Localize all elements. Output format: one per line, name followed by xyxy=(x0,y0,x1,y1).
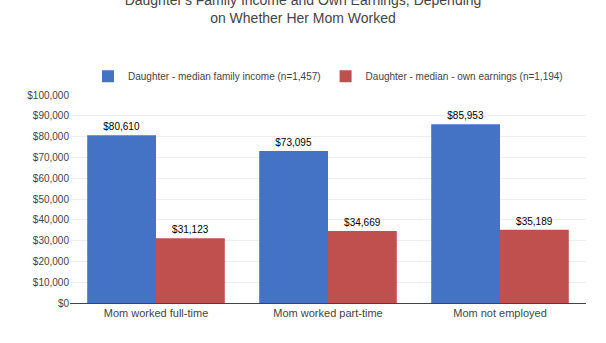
svg-text:$73,095: $73,095 xyxy=(275,137,312,148)
svg-text:$60,000: $60,000 xyxy=(33,173,70,184)
svg-text:$35,189: $35,189 xyxy=(516,216,553,227)
svg-text:Daughter - median - own earnin: Daughter - median - own earnings (n=1,19… xyxy=(366,71,563,82)
svg-text:$50,000: $50,000 xyxy=(33,194,70,205)
svg-text:Mom worked part-time: Mom worked part-time xyxy=(273,307,382,319)
svg-text:$80,610: $80,610 xyxy=(103,121,140,132)
svg-text:$30,000: $30,000 xyxy=(33,235,70,246)
svg-text:$90,000: $90,000 xyxy=(33,110,70,121)
svg-text:$20,000: $20,000 xyxy=(33,256,70,267)
svg-text:Mom not employed: Mom not employed xyxy=(453,307,547,319)
svg-text:$100,000: $100,000 xyxy=(27,90,69,101)
svg-text:Mom worked full-time: Mom worked full-time xyxy=(104,307,209,319)
svg-text:$0: $0 xyxy=(58,298,70,309)
svg-text:$85,953: $85,953 xyxy=(447,110,484,121)
svg-text:$40,000: $40,000 xyxy=(33,214,70,225)
svg-text:$70,000: $70,000 xyxy=(33,152,70,163)
svg-text:$31,123: $31,123 xyxy=(172,224,209,235)
svg-text:Daughter - median family incom: Daughter - median family income (n=1,457… xyxy=(128,71,321,82)
svg-text:$34,669: $34,669 xyxy=(344,217,381,228)
svg-text:$10,000: $10,000 xyxy=(33,277,70,288)
svg-text:$80,000: $80,000 xyxy=(33,131,70,142)
svg-text:Daughter's Family Income and O: Daughter's Family Income and Own Earning… xyxy=(125,0,482,26)
